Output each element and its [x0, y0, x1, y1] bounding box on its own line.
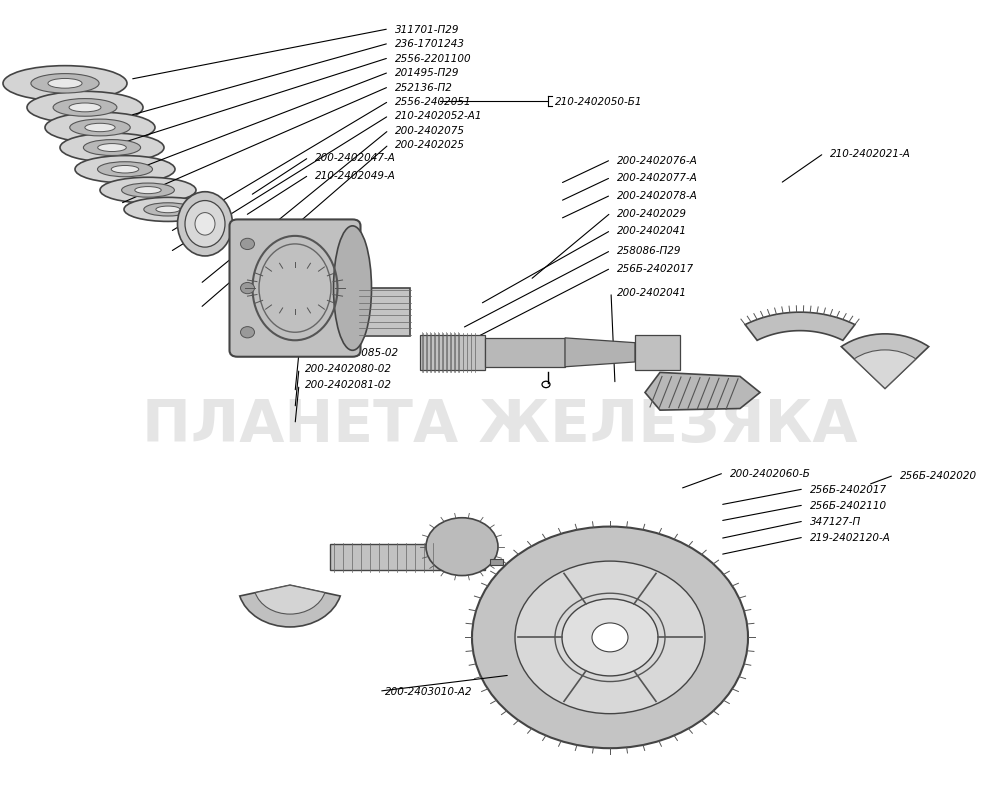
Text: 258086-П29: 258086-П29 — [617, 246, 682, 256]
Ellipse shape — [111, 166, 139, 174]
Text: 200-2402078-А: 200-2402078-А — [617, 191, 698, 200]
Ellipse shape — [27, 92, 143, 124]
Ellipse shape — [31, 75, 99, 94]
Ellipse shape — [122, 184, 174, 198]
FancyBboxPatch shape — [490, 559, 503, 565]
Ellipse shape — [85, 124, 115, 132]
Polygon shape — [645, 373, 760, 411]
Ellipse shape — [144, 204, 192, 217]
FancyBboxPatch shape — [229, 220, 360, 358]
Ellipse shape — [98, 144, 126, 152]
Text: 2556-2402051: 2556-2402051 — [395, 97, 472, 107]
Circle shape — [426, 518, 498, 576]
Ellipse shape — [156, 207, 180, 213]
Ellipse shape — [185, 201, 225, 248]
Ellipse shape — [69, 103, 101, 113]
Ellipse shape — [195, 213, 215, 236]
Ellipse shape — [178, 192, 232, 257]
Ellipse shape — [75, 156, 175, 184]
Circle shape — [515, 561, 705, 714]
Wedge shape — [841, 334, 929, 389]
Text: ПЛАНЕТА ЖЕЛЕЗЯКА: ПЛАНЕТА ЖЕЛЕЗЯКА — [142, 397, 858, 453]
Wedge shape — [240, 585, 340, 627]
Ellipse shape — [45, 113, 155, 144]
Text: 200-2402081-02: 200-2402081-02 — [305, 380, 392, 390]
Ellipse shape — [334, 226, 372, 350]
Circle shape — [240, 239, 254, 250]
Circle shape — [240, 283, 254, 294]
Text: 236-1701243: 236-1701243 — [395, 39, 465, 49]
FancyBboxPatch shape — [330, 545, 485, 570]
Circle shape — [592, 623, 628, 652]
Wedge shape — [255, 585, 325, 614]
Ellipse shape — [124, 198, 212, 222]
Ellipse shape — [83, 140, 141, 156]
Ellipse shape — [70, 120, 130, 136]
Text: 200-2402025: 200-2402025 — [395, 140, 465, 150]
Text: 311701-П29: 311701-П29 — [395, 25, 460, 34]
Text: 256Б-2402017: 256Б-2402017 — [617, 264, 694, 273]
FancyBboxPatch shape — [635, 335, 680, 371]
Text: 200-2402075: 200-2402075 — [395, 126, 465, 136]
Circle shape — [472, 527, 748, 748]
Text: 256Б-2402110: 256Б-2402110 — [810, 500, 887, 510]
Text: 200-2402041: 200-2402041 — [617, 288, 687, 298]
Text: 200-2402076-А: 200-2402076-А — [617, 156, 698, 165]
Polygon shape — [745, 313, 855, 341]
Text: 201495-П29: 201495-П29 — [395, 68, 460, 78]
Circle shape — [562, 599, 658, 676]
Ellipse shape — [48, 79, 82, 89]
Text: 210-2402050-Б1: 210-2402050-Б1 — [555, 97, 642, 107]
Text: 200-2402060-Б: 200-2402060-Б — [730, 468, 811, 478]
FancyBboxPatch shape — [485, 338, 565, 367]
Text: 210-2402021-А: 210-2402021-А — [830, 149, 911, 159]
Text: 219-2402120-А: 219-2402120-А — [810, 533, 891, 542]
Circle shape — [240, 327, 254, 338]
Ellipse shape — [3, 67, 127, 102]
Text: 200-2402047-А: 200-2402047-А — [315, 153, 396, 163]
FancyBboxPatch shape — [420, 335, 485, 371]
FancyBboxPatch shape — [360, 289, 410, 337]
Text: 347127-П: 347127-П — [810, 516, 861, 526]
Text: 200-2403010-А2: 200-2403010-А2 — [385, 687, 473, 696]
Ellipse shape — [135, 188, 161, 194]
Ellipse shape — [60, 134, 164, 163]
Text: 210-2402052-А1: 210-2402052-А1 — [395, 111, 482, 121]
Text: 252136-П2: 252136-П2 — [395, 83, 453, 92]
Text: 200-2402041: 200-2402041 — [617, 226, 687, 236]
Text: 200-2402077-А: 200-2402077-А — [617, 173, 698, 183]
Text: 200-2402029: 200-2402029 — [617, 209, 687, 218]
Ellipse shape — [53, 99, 117, 117]
Wedge shape — [854, 350, 916, 389]
Ellipse shape — [100, 178, 196, 204]
Text: 256Б-2402020: 256Б-2402020 — [900, 471, 977, 480]
Text: 214Б-2402085-02: 214Б-2402085-02 — [305, 348, 399, 358]
Ellipse shape — [98, 163, 152, 177]
Text: 200-2402080-02: 200-2402080-02 — [305, 364, 392, 374]
Text: 210-2402049-А: 210-2402049-А — [315, 171, 396, 180]
Text: 2556-2201100: 2556-2201100 — [395, 54, 472, 63]
Text: 256Б-2402017: 256Б-2402017 — [810, 484, 887, 494]
Polygon shape — [565, 338, 635, 367]
